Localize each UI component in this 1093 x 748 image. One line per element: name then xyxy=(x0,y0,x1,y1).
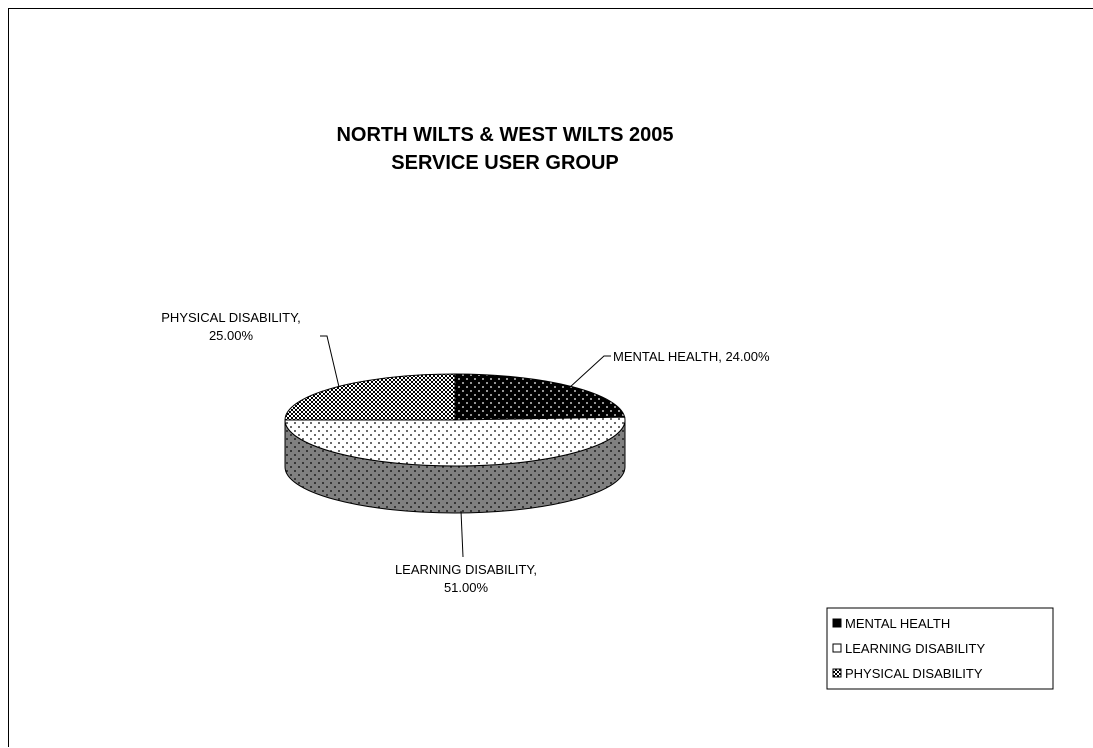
legend: MENTAL HEALTH LEARNING DISABILITY PHYSIC… xyxy=(826,607,1054,690)
pie-group xyxy=(284,373,626,514)
pie-slice-learning-disability xyxy=(284,416,626,467)
leader-line-learning-disability xyxy=(460,510,464,558)
data-label-learning-disability: LEARNING DISABILITY, xyxy=(395,562,537,577)
pie-slice-physical-disability xyxy=(284,373,456,421)
data-label-physical-disability: 25.00% xyxy=(209,328,254,343)
pie-slice-mental-health xyxy=(454,373,626,421)
pie-chart: NORTH WILTS & WEST WILTS 2005 SERVICE US… xyxy=(161,124,1054,690)
legend-swatch-mental-health xyxy=(832,618,842,628)
data-labels: MENTAL HEALTH, 24.00% LEARNING DISABILITY… xyxy=(161,310,770,595)
legend-swatch-learning-disability xyxy=(832,643,842,653)
legend-swatch-physical-disability xyxy=(832,668,842,678)
legend-entry-physical-disability: PHYSICAL DISABILITY xyxy=(845,666,983,681)
leader-line-physical-disability xyxy=(320,335,340,388)
chart-title-line-1: NORTH WILTS & WEST WILTS 2005 xyxy=(336,124,673,146)
chart-title-line-2: SERVICE USER GROUP xyxy=(391,152,618,174)
legend-entry-learning-disability: LEARNING DISABILITY xyxy=(845,641,985,656)
leader-line-mental-health xyxy=(568,355,611,389)
legend-box xyxy=(826,607,1054,690)
data-label-physical-disability: PHYSICAL DISABILITY, xyxy=(161,310,300,325)
data-label-learning-disability: 51.00% xyxy=(444,580,489,595)
data-label-mental-health: MENTAL HEALTH, 24.00% xyxy=(613,349,770,364)
chart-frame: NORTH WILTS & WEST WILTS 2005 SERVICE US… xyxy=(8,8,1093,747)
legend-entry-mental-health: MENTAL HEALTH xyxy=(845,616,950,631)
